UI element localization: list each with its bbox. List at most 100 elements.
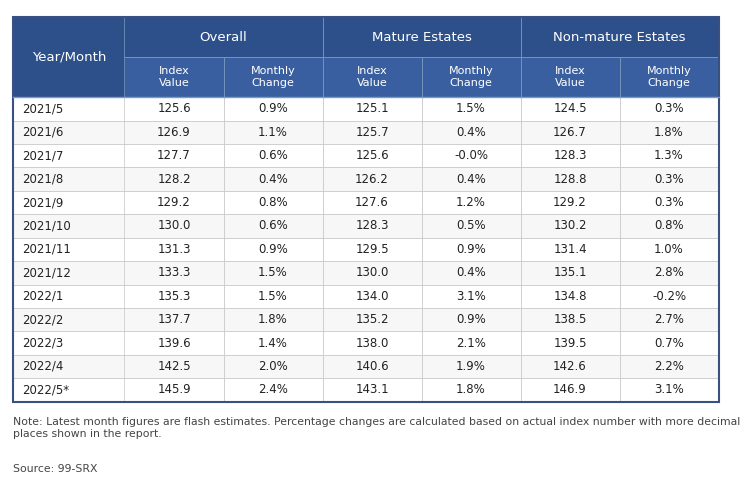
Text: 125.6: 125.6 [356,149,388,162]
Bar [124,308,224,331]
Text: 126.7: 126.7 [553,126,586,139]
Bar [322,57,422,97]
Bar [520,238,620,261]
Bar [124,285,224,308]
Bar [13,121,125,144]
Bar [322,97,422,121]
Bar [520,378,620,402]
Text: 1.2%: 1.2% [456,196,486,209]
Text: 2021/7: 2021/7 [22,149,64,162]
Text: 3.1%: 3.1% [654,384,684,396]
Bar [422,121,520,144]
Text: 2.1%: 2.1% [456,337,486,349]
Text: 2021/10: 2021/10 [22,220,71,232]
Text: 128.3: 128.3 [356,220,388,232]
Bar [520,331,620,355]
Text: Monthly
Change: Monthly Change [251,66,296,88]
Bar [422,214,520,238]
Bar [224,238,322,261]
Text: 1.8%: 1.8% [456,384,486,396]
Bar [620,167,718,191]
Bar [124,97,224,121]
Text: 0.8%: 0.8% [258,196,288,209]
Bar [620,97,718,121]
Bar [422,261,520,285]
Bar [520,57,620,97]
Text: 126.9: 126.9 [158,126,190,139]
Bar [422,57,520,97]
Text: 1.5%: 1.5% [258,290,288,303]
Text: 126.2: 126.2 [356,173,388,185]
Text: 0.6%: 0.6% [258,149,288,162]
Text: 128.3: 128.3 [554,149,586,162]
Bar [13,214,125,238]
Bar [124,121,224,144]
Text: 128.8: 128.8 [554,173,586,185]
Text: 127.7: 127.7 [158,149,190,162]
Bar [13,378,125,402]
Bar [322,238,422,261]
Bar [620,144,718,167]
Text: 3.1%: 3.1% [456,290,486,303]
Bar [124,167,224,191]
Bar [520,355,620,378]
Bar [620,378,718,402]
Bar [124,331,224,355]
Text: 140.6: 140.6 [356,360,388,373]
Bar [224,191,322,214]
Text: 137.7: 137.7 [158,313,190,326]
Bar [124,355,224,378]
Text: 2.4%: 2.4% [258,384,288,396]
Bar [620,57,718,97]
Text: 2021/11: 2021/11 [22,243,71,256]
Bar [422,331,520,355]
Bar [13,238,125,261]
Bar [322,144,422,167]
Text: 131.3: 131.3 [158,243,190,256]
Bar [620,191,718,214]
Text: Overall: Overall [200,31,248,43]
Bar [124,261,224,285]
Text: 2022/5*: 2022/5* [22,384,70,396]
Text: Index
Value: Index Value [357,66,387,88]
Text: 142.6: 142.6 [553,360,586,373]
Text: 129.2: 129.2 [553,196,586,209]
Bar [422,191,520,214]
Text: 0.9%: 0.9% [456,243,486,256]
Bar [322,261,422,285]
Text: Mature Estates: Mature Estates [371,31,472,43]
Text: 130.0: 130.0 [158,220,190,232]
Text: 139.6: 139.6 [158,337,190,349]
Bar [422,238,520,261]
Bar [124,238,224,261]
Bar [620,355,718,378]
Text: 0.9%: 0.9% [456,313,486,326]
Bar [224,378,322,402]
Text: Source: 99-SRX: Source: 99-SRX [13,464,98,473]
Text: 1.4%: 1.4% [258,337,288,349]
Bar [224,355,322,378]
Text: 139.5: 139.5 [554,337,586,349]
Text: 145.9: 145.9 [158,384,190,396]
Bar [520,121,620,144]
Bar [422,355,520,378]
Text: 2.0%: 2.0% [258,360,288,373]
Bar [322,17,520,57]
Bar [13,331,125,355]
Text: 0.3%: 0.3% [654,196,684,209]
Text: 130.0: 130.0 [356,266,388,279]
Bar [224,121,322,144]
Text: 0.4%: 0.4% [456,173,486,185]
Bar [13,191,125,214]
Bar [620,121,718,144]
Bar [13,97,125,121]
Text: 0.3%: 0.3% [654,102,684,115]
Bar [620,214,718,238]
Bar [224,331,322,355]
Text: 1.9%: 1.9% [456,360,486,373]
Bar [13,17,125,97]
Text: 146.9: 146.9 [553,384,586,396]
Text: 0.8%: 0.8% [654,220,684,232]
Text: -0.0%: -0.0% [454,149,488,162]
Bar [322,355,422,378]
